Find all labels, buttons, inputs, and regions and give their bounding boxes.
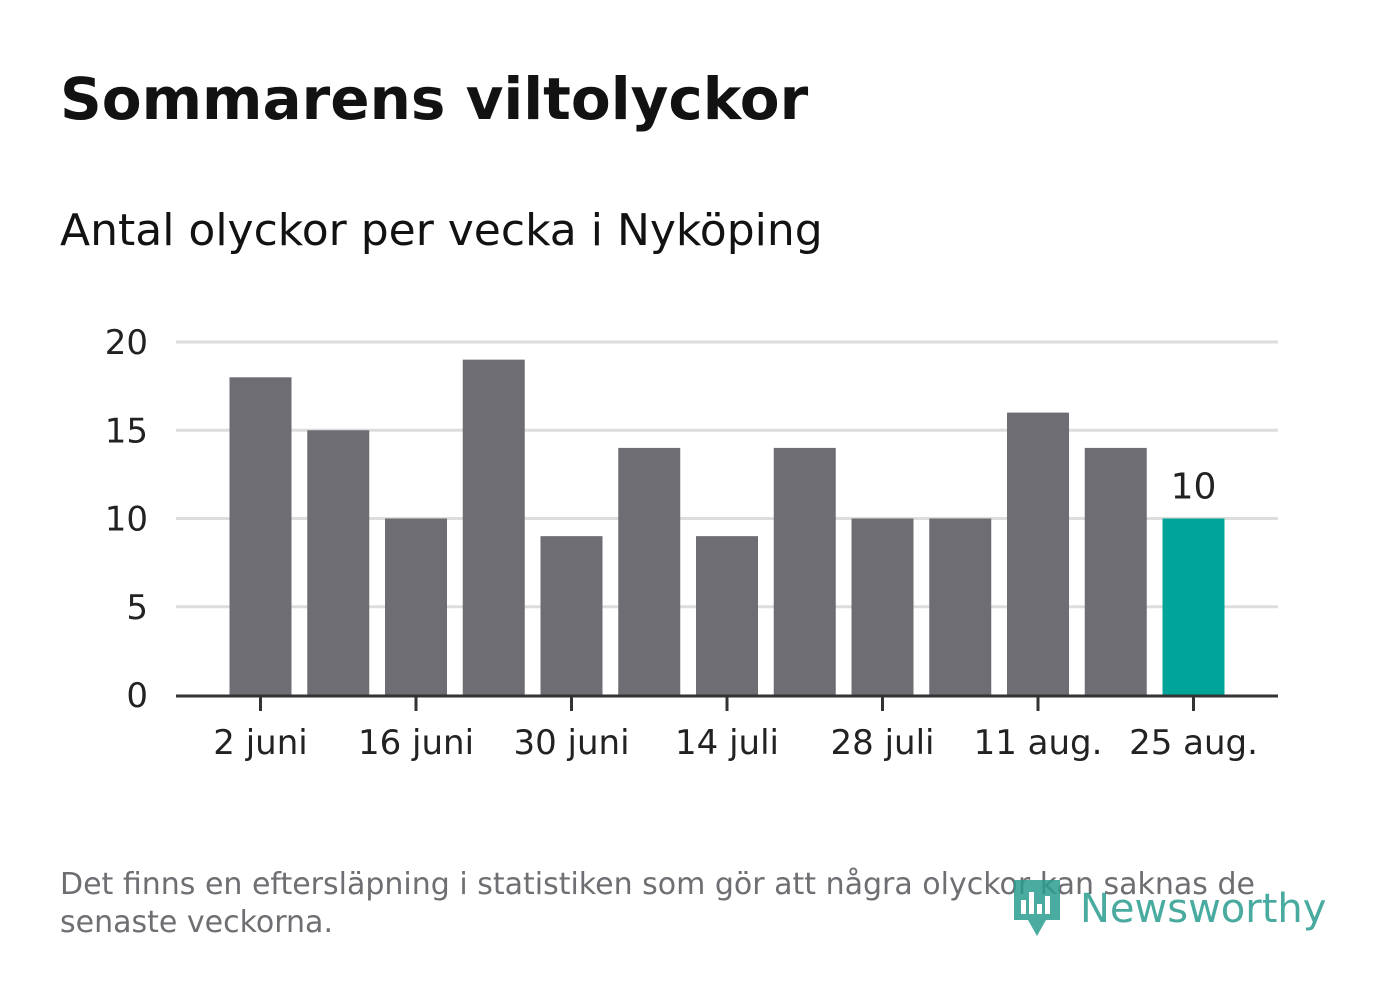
bar [307,430,370,695]
x-axis: 2 juni 16 juni 30 juni 14 juli 28 juli 11 aug… [176,694,1278,763]
y-tick-label: 20 [105,323,148,363]
newsworthy-logo: Newsworthy [1012,878,1326,940]
bar [696,536,758,695]
bar [851,518,914,695]
bar [385,518,447,695]
chart-subtitle: Antal olyckor per vecka i Nyköping [60,205,823,256]
bar [929,518,992,695]
y-tick-label: 15 [105,411,148,451]
bars [229,359,1225,695]
x-tick-label: 14 juli [675,723,779,763]
bar [618,447,681,695]
y-tick-label: 5 [126,588,148,628]
chart-title: Sommarens viltolyckor [60,65,809,133]
bar [1084,447,1147,695]
x-tick-label: 16 juni [358,723,474,763]
newsworthy-logo-text: Newsworthy [1080,886,1327,932]
bar [229,377,292,695]
data-label: 10 [1171,467,1217,508]
bar-highlight [1162,518,1225,695]
y-tick-label: 0 [126,676,148,716]
x-tick-label: 28 juli [831,723,935,763]
x-tick-label: 2 juni [213,723,307,763]
y-axis-tick-labels: 0 5 10 15 20 [105,323,148,716]
bar [773,447,836,695]
y-tick-label: 10 [105,500,148,540]
x-tick-label: 11 aug. [974,723,1103,763]
data-labels: 10 [1171,467,1217,508]
x-tick-label: 30 juni [513,723,629,763]
newsworthy-logo-icon [1014,880,1060,936]
bar [540,536,603,695]
bar [1007,412,1069,695]
bar [462,359,525,695]
x-tick-label: 25 aug. [1129,723,1258,763]
